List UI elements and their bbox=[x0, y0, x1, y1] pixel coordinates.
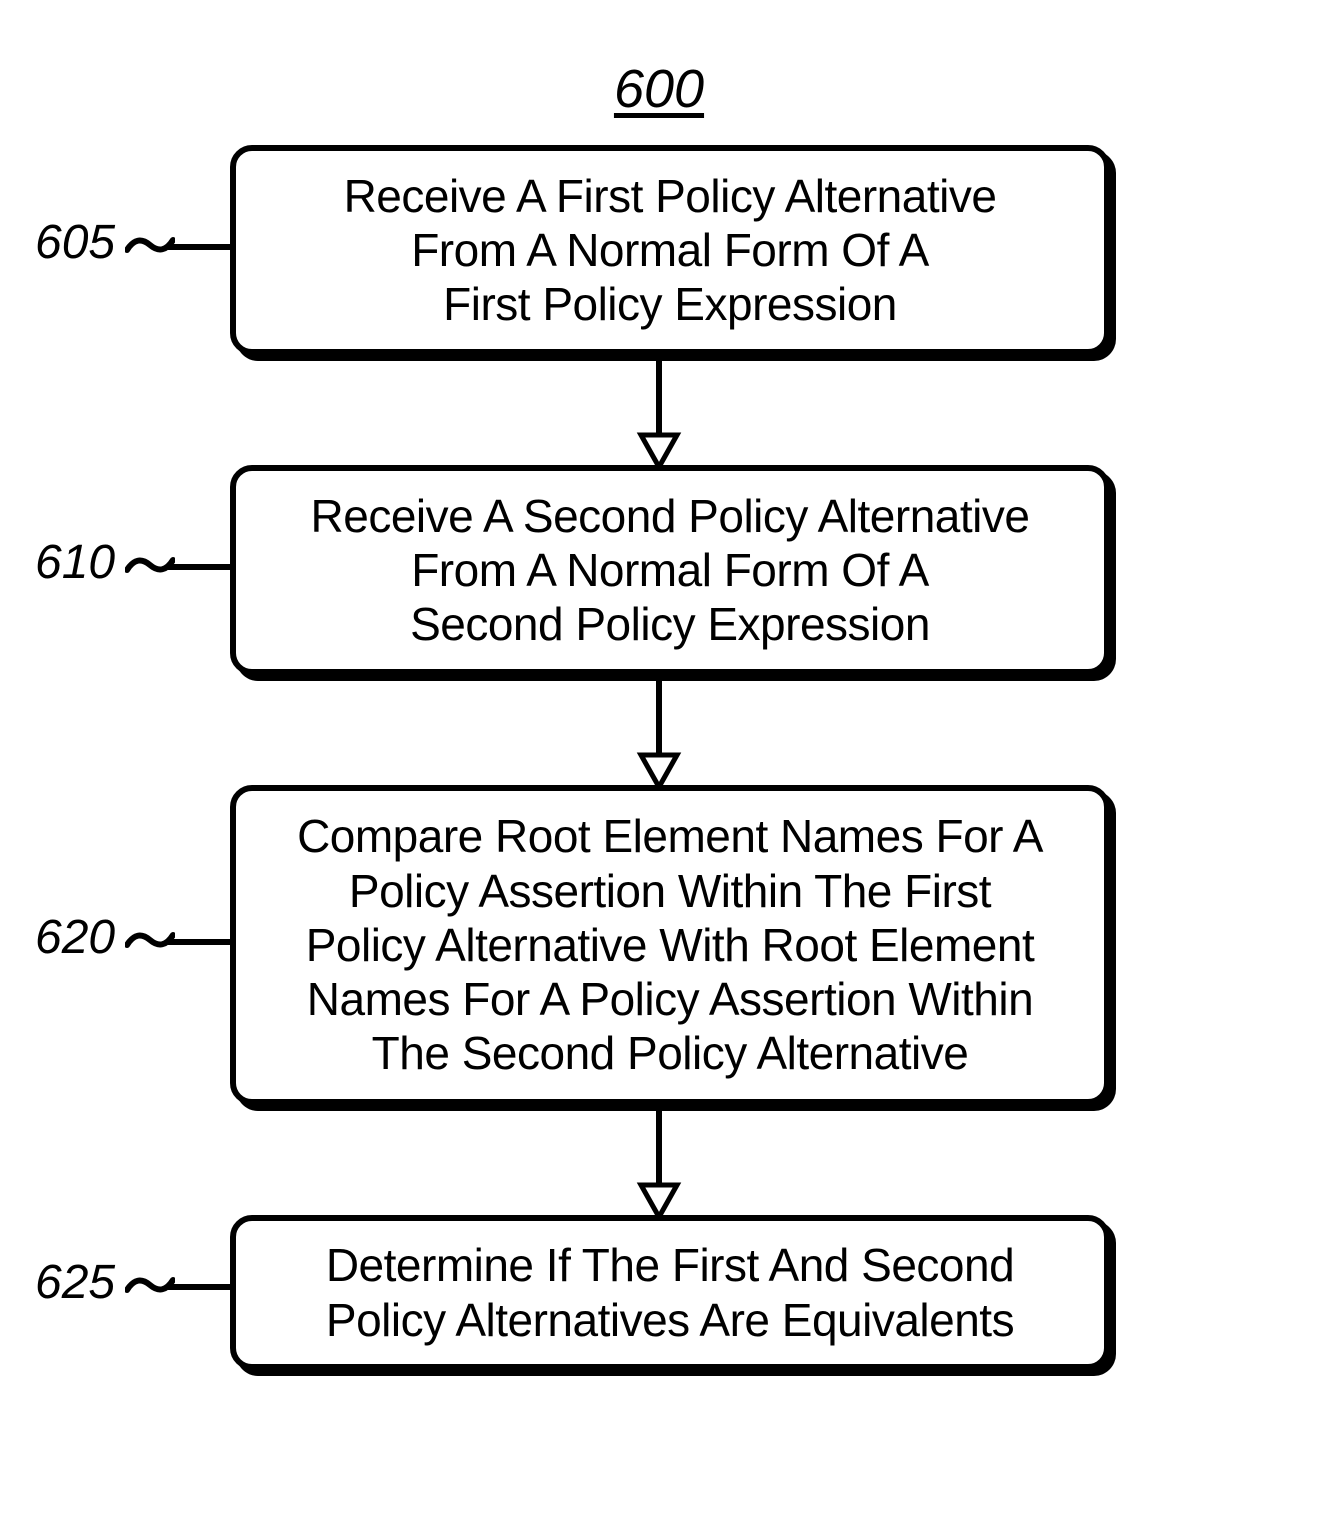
lead-line-2 bbox=[168, 564, 232, 570]
figure-title: 600 bbox=[614, 58, 704, 120]
box-610: Receive A Second Policy AlternativeFrom … bbox=[230, 465, 1110, 675]
lead-line-1 bbox=[168, 244, 232, 250]
box-625: Determine If The First And SecondPolicy … bbox=[230, 1215, 1110, 1370]
connector-1-2 bbox=[629, 355, 689, 470]
lead-line-3 bbox=[168, 939, 232, 945]
label-610: 610 bbox=[35, 535, 115, 590]
box-605-text: Receive A First Policy AlternativeFrom A… bbox=[344, 169, 997, 332]
box-610-text: Receive A Second Policy AlternativeFrom … bbox=[311, 489, 1030, 652]
connector-2-3 bbox=[629, 675, 689, 790]
box-625-text: Determine If The First And SecondPolicy … bbox=[326, 1238, 1014, 1347]
lead-line-4 bbox=[168, 1284, 232, 1290]
box-605: Receive A First Policy AlternativeFrom A… bbox=[230, 145, 1110, 355]
label-605: 605 bbox=[35, 215, 115, 270]
connector-3-4 bbox=[629, 1105, 689, 1220]
box-620-text: Compare Root Element Names For APolicy A… bbox=[297, 809, 1043, 1080]
label-620: 620 bbox=[35, 910, 115, 965]
label-625: 625 bbox=[35, 1255, 115, 1310]
box-620: Compare Root Element Names For APolicy A… bbox=[230, 785, 1110, 1105]
